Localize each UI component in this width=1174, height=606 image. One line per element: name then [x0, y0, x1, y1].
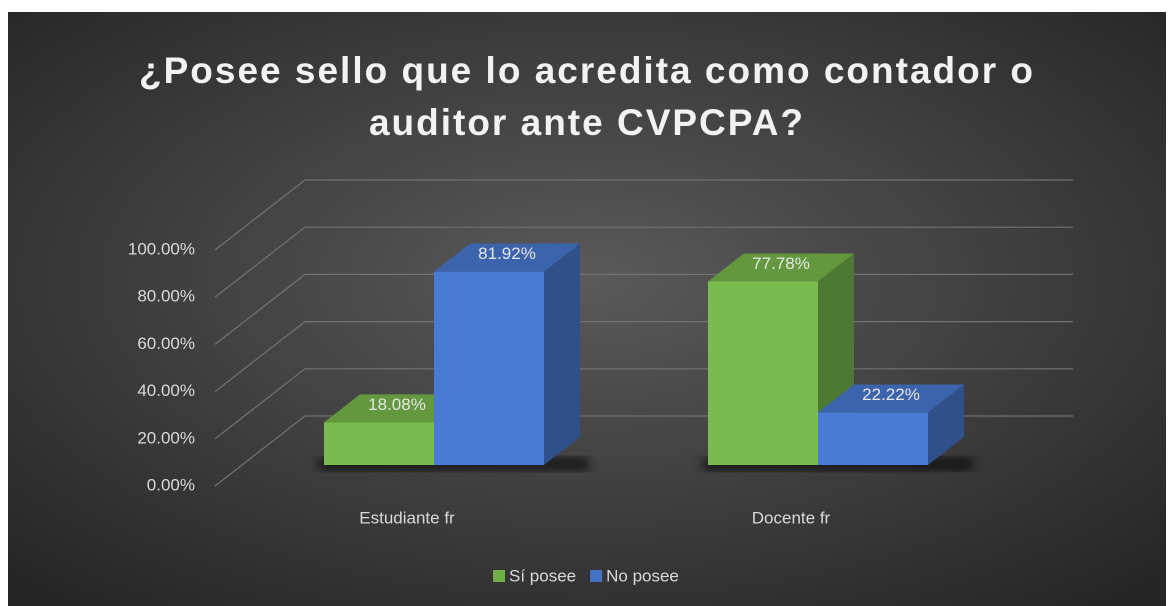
bar-top: [324, 394, 470, 423]
grid-line: [214, 179, 1073, 251]
data-label: 18.08%: [368, 395, 426, 414]
x-tick-label: Docente fr: [752, 508, 831, 527]
bar-side: [544, 243, 580, 465]
bar-front: [434, 271, 544, 465]
bar-top: [434, 243, 580, 272]
data-label: 77.78%: [752, 254, 810, 273]
chart-background: [8, 12, 1166, 606]
legend-swatch: [590, 570, 603, 582]
chart-title: ¿Posee sello que lo acredita como contad…: [138, 50, 1036, 143]
data-label: 22.22%: [862, 385, 920, 404]
x-tick-label: Estudiante fr: [359, 508, 455, 527]
bar-top: [708, 253, 854, 282]
legend-label: No posee: [606, 566, 679, 585]
data-label: 81.92%: [478, 244, 536, 263]
bar-top: [818, 384, 964, 413]
legend-swatch: [493, 570, 505, 582]
y-tick-label: 20.00%: [137, 428, 195, 447]
legend-label: Sí posee: [509, 566, 576, 585]
y-tick-label: 80.00%: [137, 287, 195, 306]
grid-line: [214, 226, 1073, 298]
y-tick-label: 100.00%: [128, 239, 195, 258]
y-tick-label: 60.00%: [137, 334, 195, 353]
bar-front: [324, 422, 434, 465]
y-tick-label: 0.00%: [147, 475, 195, 494]
bar-front: [818, 412, 928, 465]
bar-front: [708, 281, 818, 465]
bar-side: [928, 384, 964, 465]
y-tick-label: 40.00%: [137, 381, 195, 400]
